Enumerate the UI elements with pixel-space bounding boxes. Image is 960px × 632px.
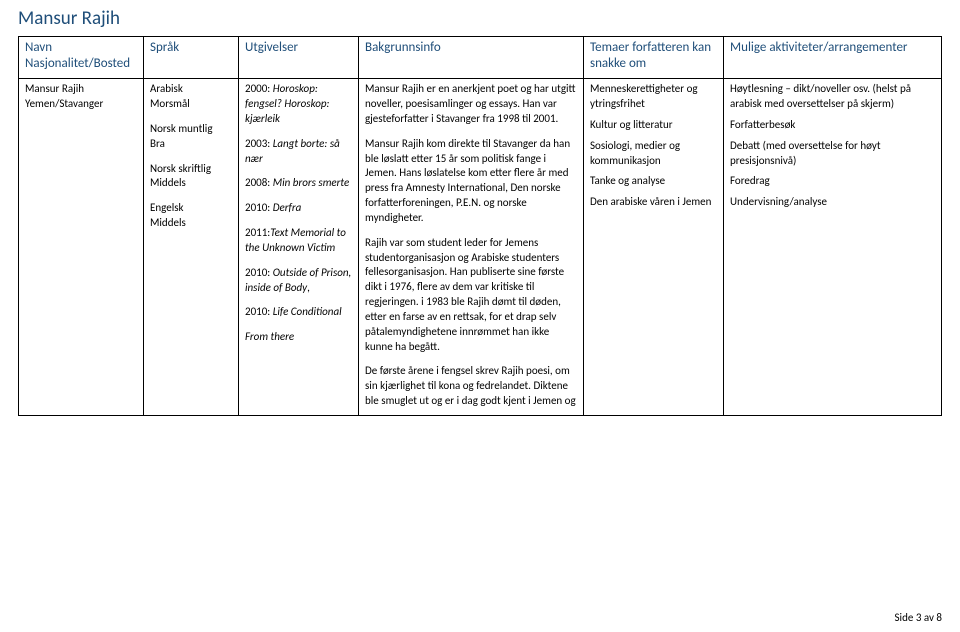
bio-paragraph: Mansur Rajih er en anerkjent poet og har… xyxy=(365,82,577,127)
theme-item: Menneskerettigheter og ytringsfrihet xyxy=(590,82,717,112)
pub-title: Derfra xyxy=(273,201,302,214)
theme-item: Sosiologi, medier og kommunikasjon xyxy=(590,139,717,169)
lang-level: Bra xyxy=(150,137,232,152)
theme-item: Kultur og litteratur xyxy=(590,118,717,133)
pub-title: From there xyxy=(245,330,352,345)
activity-item: Forfatterbesøk xyxy=(730,118,935,133)
col-header-sprak: Språk xyxy=(144,36,239,79)
author-table: NavnNasjonalitet/Bosted Språk Utgivelser… xyxy=(18,36,942,416)
pub-year: 2000: xyxy=(245,82,273,95)
pub-year: 2010: xyxy=(245,305,273,318)
col-header-bak: Bakgrunnsinfo xyxy=(359,36,584,79)
pub-title: Min brors smerte xyxy=(273,176,350,189)
cell-bakgrunn: Mansur Rajih er en anerkjent poet og har… xyxy=(359,79,584,416)
bio-paragraph: Mansur Rajih kom direkte til Stavanger d… xyxy=(365,137,577,226)
table-header-row: NavnNasjonalitet/Bosted Språk Utgivelser… xyxy=(19,36,942,79)
pub-year: 2011: xyxy=(245,226,270,239)
page-footer: Side 3 av 8 xyxy=(895,611,943,626)
col-header-tema: Temaer forfatteren kan snakke om xyxy=(584,36,724,79)
pub-year: 2008: xyxy=(245,176,273,189)
lang-name: Norsk skriftlig xyxy=(150,162,232,177)
pub-sep: , xyxy=(307,281,310,294)
bio-paragraph: De første årene i fengsel skrev Rajih po… xyxy=(365,364,577,409)
activity-item: Debatt (med oversettelse for høyt presis… xyxy=(730,139,935,169)
page-title: Mansur Rajih xyxy=(0,0,960,36)
lang-level: Middels xyxy=(150,176,232,191)
pub-year: 2010: xyxy=(245,201,273,214)
author-name: Mansur Rajih xyxy=(25,82,137,97)
author-origin: Yemen/Stavanger xyxy=(25,97,137,112)
pub-title: Life Conditional xyxy=(273,305,342,318)
lang-name: Norsk muntlig xyxy=(150,122,232,137)
cell-sprak: Arabisk Morsmål Norsk muntlig Bra Norsk … xyxy=(144,79,239,416)
lang-level: Morsmål xyxy=(150,97,232,112)
activity-item: Høytlesning – dikt/noveller osv. (helst … xyxy=(730,82,935,112)
cell-navn: Mansur Rajih Yemen/Stavanger xyxy=(19,79,144,416)
activity-item: Foredrag xyxy=(730,174,935,189)
col-header-utgiv: Utgivelser xyxy=(239,36,359,79)
theme-item: Den arabiske våren i Jemen xyxy=(590,195,717,210)
bio-paragraph: Rajih var som student leder for Jemens s… xyxy=(365,236,577,355)
theme-item: Tanke og analyse xyxy=(590,174,717,189)
pub-year: 2010: xyxy=(245,266,273,279)
cell-utgivelser: 2000: Horoskop: fengsel? Horoskop: kjærl… xyxy=(239,79,359,416)
cell-temaer: Menneskerettigheter og ytringsfrihet Kul… xyxy=(584,79,724,416)
pub-year: 2003: xyxy=(245,137,273,150)
lang-level: Middels xyxy=(150,216,232,231)
cell-mulige: Høytlesning – dikt/noveller osv. (helst … xyxy=(724,79,942,416)
col-header-mulige: Mulige aktiviteter/arrangementer xyxy=(724,36,942,79)
activity-item: Undervisning/analyse xyxy=(730,195,935,210)
table-row: Mansur Rajih Yemen/Stavanger Arabisk Mor… xyxy=(19,79,942,416)
lang-name: Engelsk xyxy=(150,201,232,216)
lang-name: Arabisk xyxy=(150,82,232,97)
col-header-navn: NavnNasjonalitet/Bosted xyxy=(19,36,144,79)
